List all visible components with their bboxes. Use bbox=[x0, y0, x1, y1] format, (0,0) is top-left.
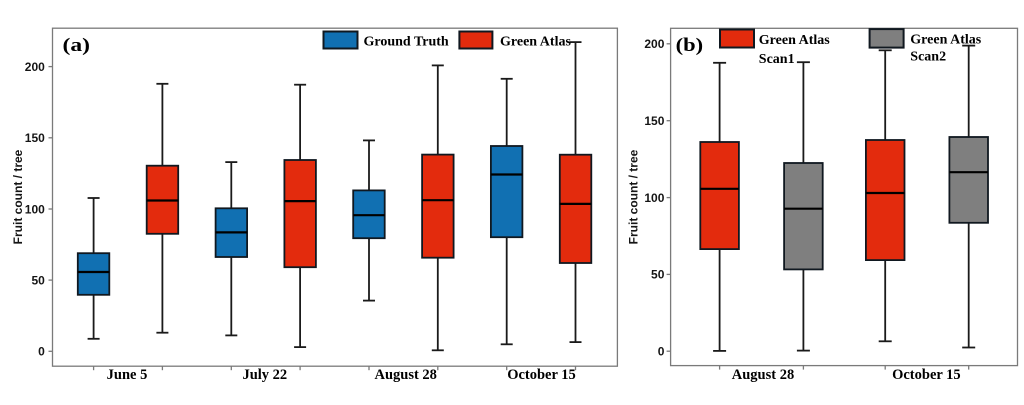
svg-text:Fruit count / tree: Fruit count / tree bbox=[627, 149, 641, 244]
svg-text:October 15: October 15 bbox=[507, 367, 576, 383]
svg-text:0: 0 bbox=[38, 345, 45, 359]
svg-text:(b): (b) bbox=[676, 35, 704, 56]
svg-text:200: 200 bbox=[25, 60, 45, 74]
svg-text:August 28: August 28 bbox=[374, 367, 436, 383]
svg-text:50: 50 bbox=[651, 268, 665, 282]
svg-text:July 22: July 22 bbox=[242, 367, 287, 383]
svg-text:0: 0 bbox=[658, 345, 665, 359]
svg-text:Green Atlas: Green Atlas bbox=[759, 33, 830, 48]
svg-text:October 15: October 15 bbox=[892, 367, 961, 383]
svg-text:Green Atlas: Green Atlas bbox=[500, 35, 571, 50]
svg-text:200: 200 bbox=[644, 37, 664, 51]
svg-text:100: 100 bbox=[644, 191, 664, 205]
svg-text:Ground Truth: Ground Truth bbox=[364, 35, 449, 50]
svg-text:150: 150 bbox=[25, 131, 45, 145]
svg-text:Green Atlas: Green Atlas bbox=[910, 33, 981, 48]
svg-text:August 28: August 28 bbox=[732, 367, 794, 383]
svg-text:(a): (a) bbox=[63, 35, 91, 56]
svg-text:100: 100 bbox=[25, 202, 45, 216]
svg-text:June 5: June 5 bbox=[107, 367, 148, 383]
svg-text:Scan1: Scan1 bbox=[759, 52, 795, 67]
svg-text:50: 50 bbox=[31, 273, 45, 287]
svg-text:150: 150 bbox=[644, 114, 664, 128]
svg-text:Scan2: Scan2 bbox=[910, 50, 946, 65]
svg-text:Fruit count / tree: Fruit count / tree bbox=[11, 149, 25, 244]
